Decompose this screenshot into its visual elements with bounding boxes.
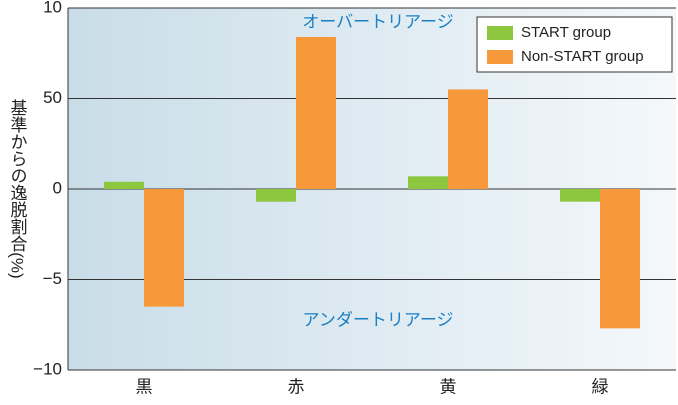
bar [144, 189, 184, 307]
annotation: アンダートリアージ [303, 310, 454, 329]
y-tick-label: 10 [43, 0, 62, 16]
x-tick-label: 緑 [592, 377, 609, 396]
bar [296, 36, 336, 190]
bar [448, 89, 488, 189]
bar [104, 181, 144, 189]
bar [408, 176, 448, 189]
y-tick-label: 0 [53, 178, 62, 197]
bar [560, 189, 600, 202]
x-tick-label: 赤 [288, 377, 305, 396]
x-tick-label: 黒 [136, 377, 153, 396]
y-tick-label: 50 [43, 88, 62, 107]
y-tick-label: −10 [33, 359, 62, 378]
bar [600, 189, 640, 329]
legend-label: Non-START group [521, 48, 644, 65]
legend-label: START group [521, 24, 611, 41]
y-tick-label: −5 [43, 269, 62, 288]
legend-swatch [487, 50, 513, 64]
legend-swatch [487, 26, 513, 40]
bar [256, 189, 296, 202]
x-tick-label: 黄 [440, 377, 457, 396]
y-axis-label: 基準からの逸脱割合(%) [8, 99, 28, 278]
annotation: オーバートリアージ [302, 12, 453, 31]
